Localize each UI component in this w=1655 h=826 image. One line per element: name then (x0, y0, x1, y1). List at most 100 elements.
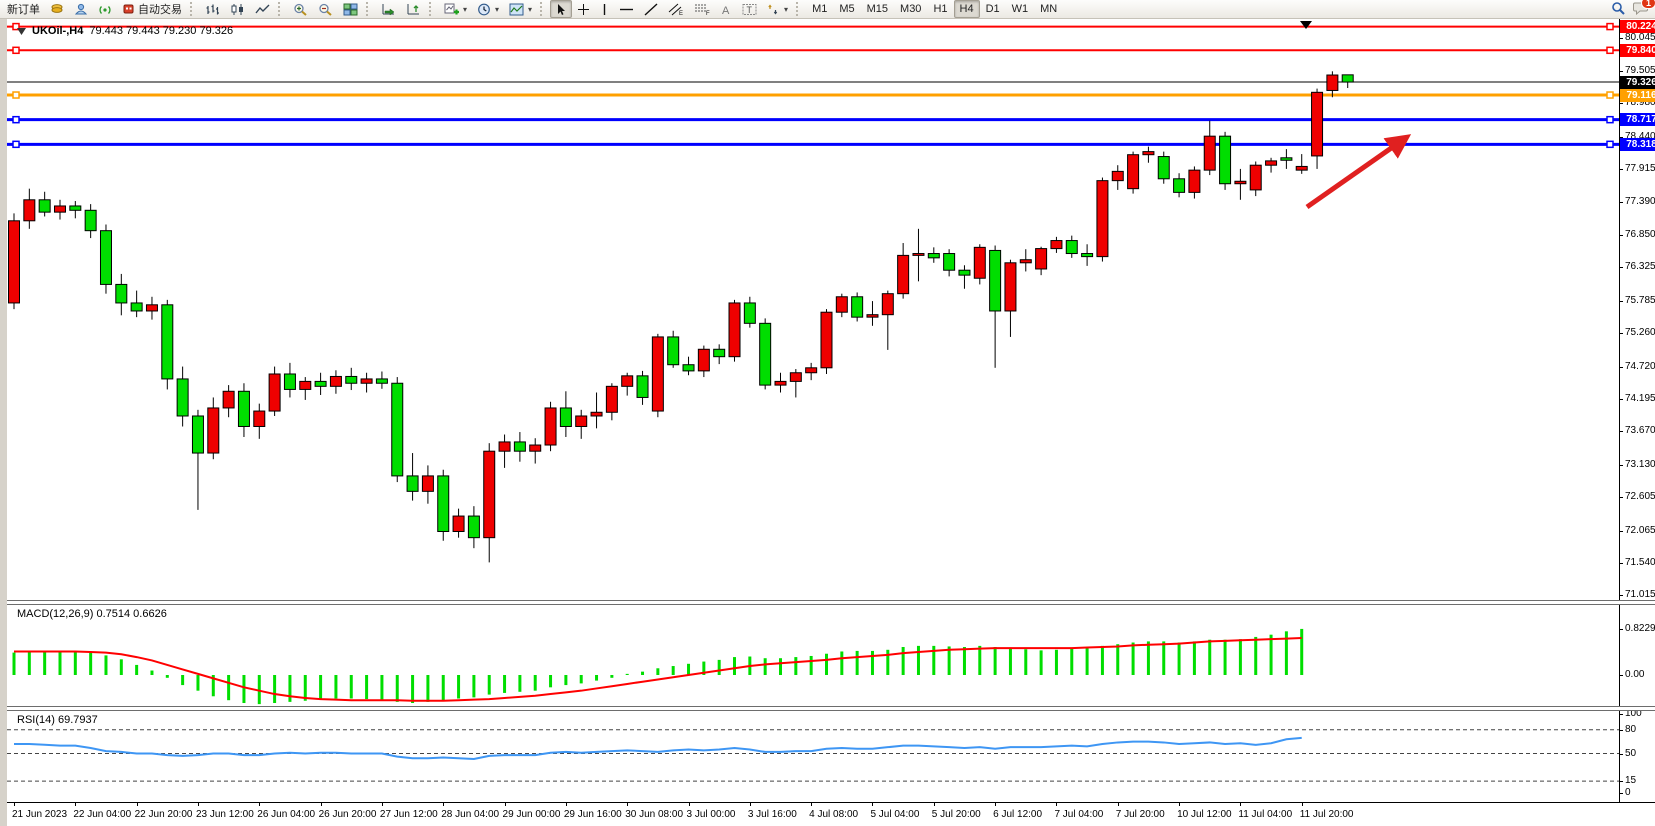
arrows-button[interactable]: ▾ (762, 0, 793, 18)
line-handle[interactable] (12, 115, 20, 124)
timeframe-button-m5[interactable]: M5 (839, 3, 855, 15)
timeframe-button-m30[interactable]: M30 (900, 3, 922, 15)
chart-shift-marker-icon[interactable] (1300, 21, 1312, 29)
candle-body (743, 302, 756, 324)
equidistant-channel-button[interactable]: E (663, 0, 689, 18)
timeframe-button-h4[interactable]: H4 (953, 0, 980, 18)
candle (253, 403, 266, 439)
time-tick-label: 6 Jul 12:00 (993, 809, 1043, 820)
new-order-button[interactable]: 新订单 (2, 0, 45, 18)
fibonacci-button[interactable]: F (689, 0, 715, 18)
toolbar-objects-group: E F A T (548, 0, 795, 18)
tile-windows-button[interactable] (338, 0, 363, 18)
candle (697, 345, 710, 378)
candle (69, 201, 82, 219)
timeframe-button-m1[interactable]: M1 (812, 3, 828, 15)
line-handle[interactable] (1606, 91, 1614, 99)
candle (222, 385, 235, 418)
horizontal-line-button[interactable] (614, 0, 639, 18)
candle-body (636, 375, 649, 398)
main-price-chart[interactable] (7, 18, 1619, 602)
text-label-button[interactable]: T (737, 0, 762, 18)
axis-tick-mark (1620, 464, 1623, 466)
horizontal-line-icon (620, 8, 634, 10)
toolbar-indicators-group: ▾ ▾ ▾ (437, 0, 539, 18)
axis-tick-mark (1620, 201, 1623, 203)
candle (115, 273, 128, 316)
time-tick-label: 22 Jun 20:00 (134, 809, 193, 820)
candle (99, 224, 112, 294)
price-axis[interactable]: 80.045 79.505 78.980 78.440 77.915 77.390 76.8… (1619, 18, 1655, 602)
line-handle[interactable] (12, 91, 20, 99)
line-handle[interactable] (12, 46, 20, 55)
trend-arrow-annotation[interactable] (1305, 134, 1412, 210)
candle-body (437, 475, 450, 532)
axis-tick-mark (1620, 398, 1623, 400)
candle (1188, 166, 1201, 199)
candlestick-chart-button[interactable] (225, 0, 250, 18)
toolbar-scroll-group (374, 0, 428, 18)
axis-tick-mark (1620, 169, 1623, 171)
signals-icon (99, 6, 111, 14)
candle-body (498, 441, 511, 452)
price-tick-label: 73.130 (1625, 458, 1655, 470)
chart-shift-button[interactable] (401, 0, 426, 18)
zoom-out-button[interactable] (313, 0, 338, 18)
time-tick-mark (811, 803, 813, 806)
notifications-button[interactable]: 1 (1633, 0, 1655, 18)
candle-body (314, 380, 327, 387)
timeframe-button-w1[interactable]: W1 (1011, 3, 1029, 15)
periods-button[interactable]: ▾ (472, 0, 504, 18)
axis-tick-mark (1620, 333, 1623, 335)
pane-separator[interactable] (7, 600, 1655, 605)
timeframe-button-m15[interactable]: M15 (866, 3, 889, 15)
candle (299, 377, 312, 400)
zoom-in-button[interactable] (288, 0, 313, 18)
candle-body (835, 296, 848, 313)
pane-separator[interactable] (7, 706, 1655, 711)
rsi-scale-label: 50 (1625, 747, 1637, 759)
text-button[interactable]: A (715, 0, 737, 18)
templates-button[interactable]: ▾ (504, 0, 537, 18)
autotrade-button[interactable]: 自动交易 (117, 0, 187, 18)
trendline-button[interactable] (639, 0, 663, 18)
search-button[interactable] (1611, 1, 1625, 18)
vertical-line-button[interactable] (595, 0, 614, 18)
timeframe-button-mn[interactable]: MN (1040, 3, 1058, 15)
bar-chart-button[interactable] (200, 0, 225, 18)
candle (636, 370, 649, 405)
candle (1096, 177, 1109, 262)
candle-body (299, 380, 312, 390)
time-axis[interactable]: 21 Jun 2023 22 Jun 04:00 22 Jun 20:00 23 Ju… (7, 802, 1655, 826)
line-handle[interactable] (1606, 22, 1614, 31)
signals-button[interactable] (93, 0, 117, 18)
timeframe-button-h1[interactable]: H1 (933, 3, 948, 15)
line-chart-button[interactable] (250, 0, 275, 18)
cursor-button[interactable] (550, 0, 573, 18)
candle-body (1157, 156, 1170, 180)
macd-indicator-pane[interactable] (7, 603, 1619, 706)
add-indicator-button[interactable]: ▾ (439, 0, 472, 18)
toolbar-separator (278, 2, 285, 16)
candle-body (23, 199, 36, 222)
community-button[interactable] (69, 0, 93, 18)
crosshair-button[interactable] (572, 0, 595, 18)
text-label-icon: T (742, 3, 757, 15)
candle (805, 362, 818, 381)
line-handle[interactable] (12, 140, 20, 149)
line-handle[interactable] (1606, 46, 1614, 55)
deposit-button[interactable] (45, 0, 69, 18)
time-tick-label: 11 Jul 20:00 (1299, 809, 1354, 820)
line-handle[interactable] (12, 22, 20, 31)
line-handle[interactable] (1606, 115, 1614, 124)
axis-tick-mark (1620, 103, 1623, 105)
line-handle[interactable] (1606, 140, 1614, 149)
candle-body (544, 407, 557, 446)
auto-scroll-button[interactable] (376, 0, 401, 18)
axis-tick-mark (1620, 714, 1623, 715)
candle-body (452, 515, 465, 532)
rsi-indicator-pane[interactable] (7, 709, 1619, 802)
timeframe-button-d1[interactable]: D1 (985, 3, 1000, 15)
crosshair-icon (578, 3, 590, 15)
